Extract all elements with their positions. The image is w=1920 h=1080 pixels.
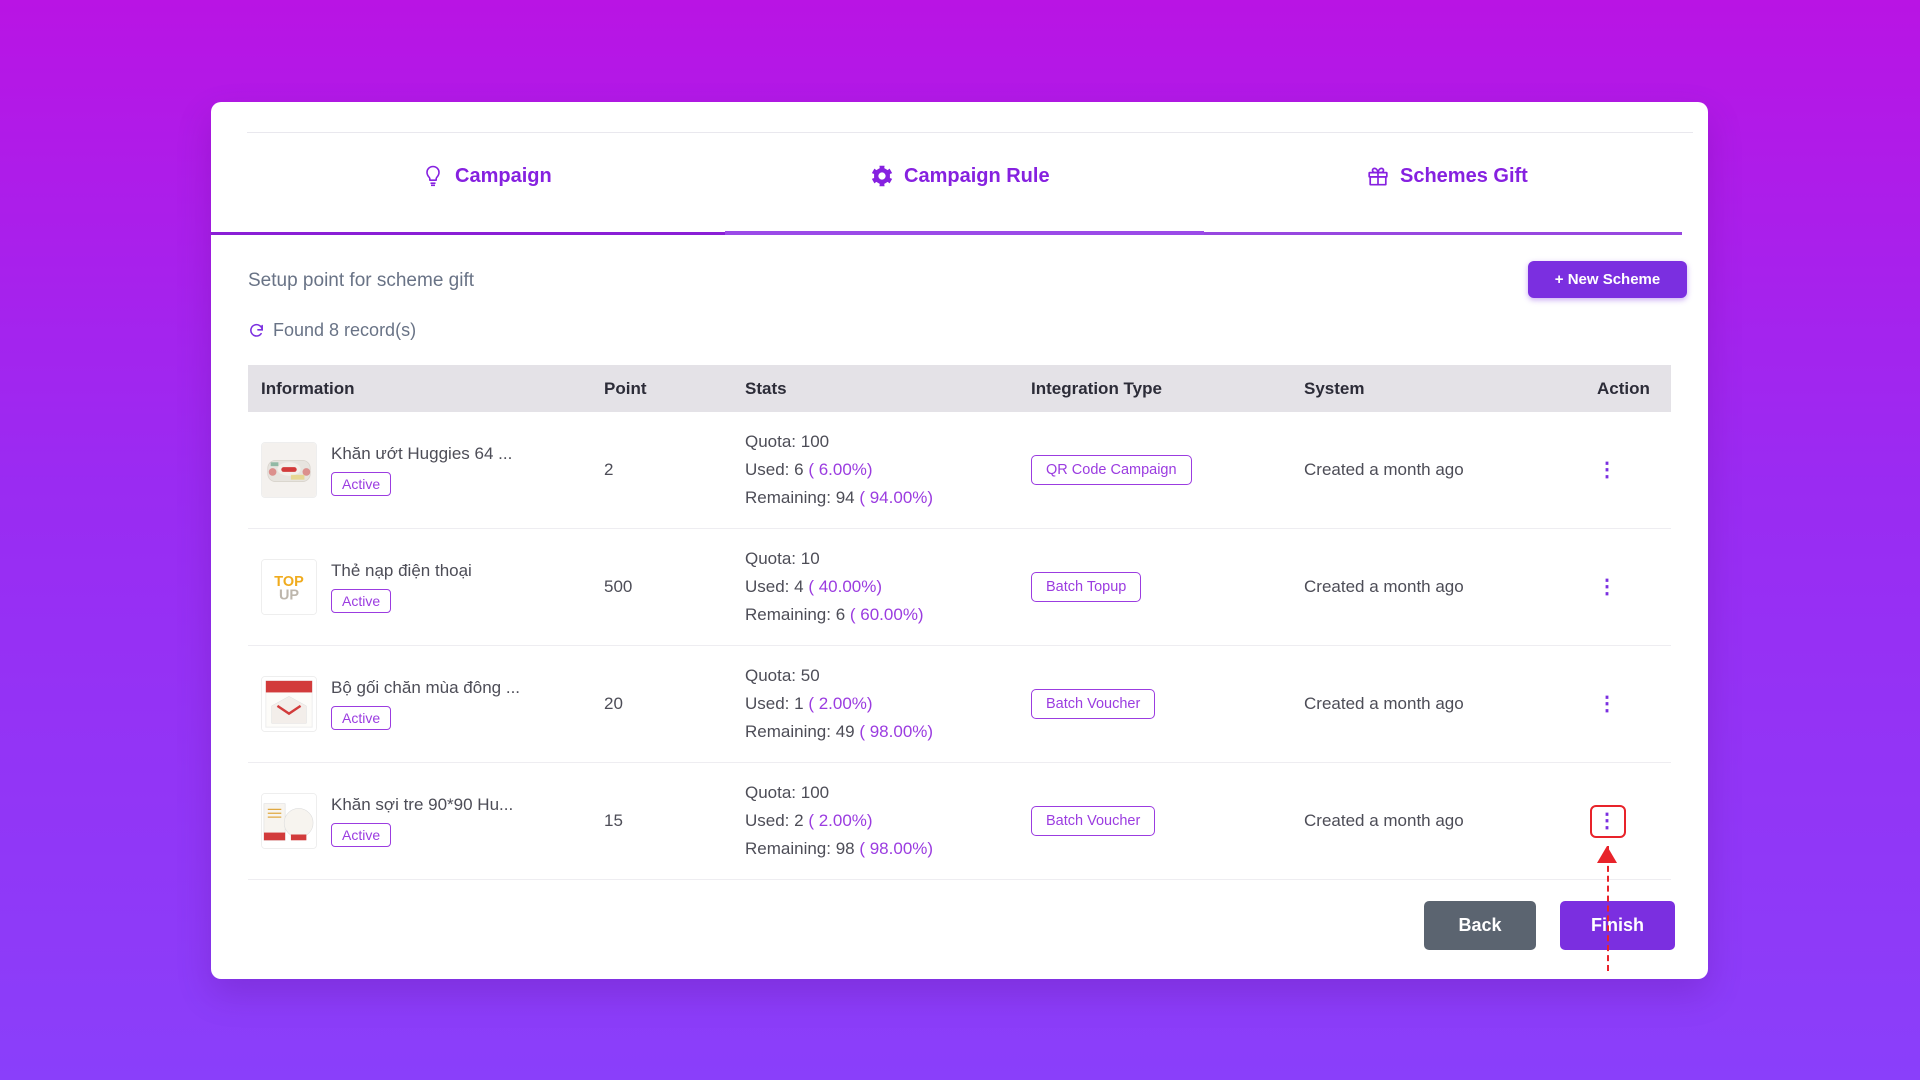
svg-text:UP: UP <box>279 588 299 604</box>
